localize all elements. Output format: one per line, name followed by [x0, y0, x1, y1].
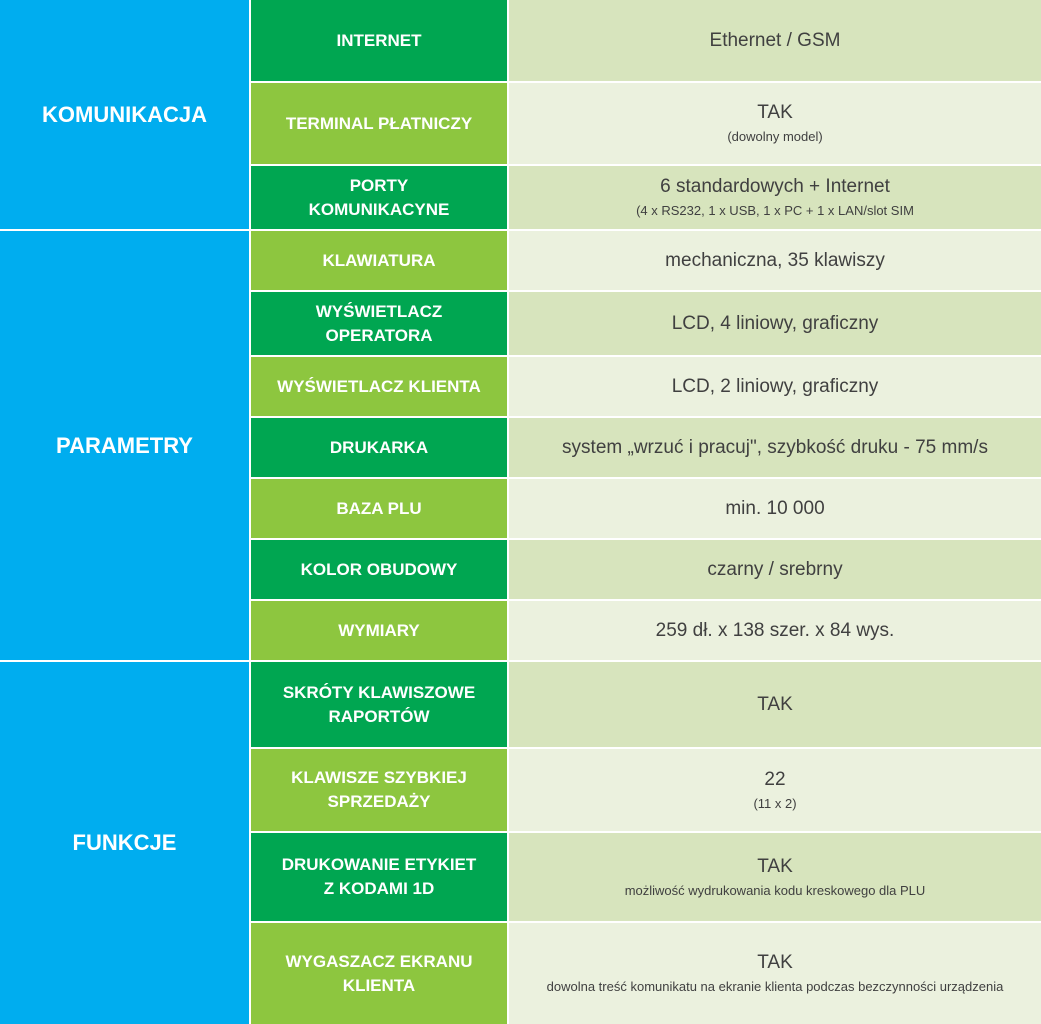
row-label-wymiary: WYMIARY: [251, 601, 507, 660]
value-main: TAK: [757, 855, 793, 877]
row-value-klawisze-szybkiej: 22 (11 x 2): [509, 749, 1041, 831]
row-value-skroty: TAK: [509, 662, 1041, 747]
row-value-terminal: TAK (dowolny model): [509, 83, 1041, 164]
row-value-drukarka: system „wrzuć i pracuj", szybkość druku …: [509, 418, 1041, 477]
row-label-wyswietlacz-klienta: WYŚWIETLACZ KLIENTA: [251, 357, 507, 416]
value-main: 259 dł. x 138 szer. x 84 wys.: [655, 620, 895, 641]
row-label-drukowanie-etykiet: DRUKOWANIE ETYKIET Z KODAMI 1D: [251, 833, 507, 921]
row-value-porty: 6 standardowych + Internet (4 x RS232, 1…: [509, 166, 1041, 229]
value-main: LCD, 2 liniowy, graficzny: [671, 376, 879, 397]
value-main: czarny / srebrny: [707, 559, 843, 580]
row-label-wyswietlacz-operatora: WYŚWIETLACZ OPERATORA: [251, 292, 507, 355]
row-value-wymiary: 259 dł. x 138 szer. x 84 wys.: [509, 601, 1041, 660]
row-label-porty: PORTY KOMUNIKACYNE: [251, 166, 507, 229]
row-label-klawisze-szybkiej: KLAWISZE SZYBKIEJ SPRZEDAŻY: [251, 749, 507, 831]
row-value-wygaszacz: TAK dowolna treść komunikatu na ekranie …: [509, 923, 1041, 1024]
row-value-internet: Ethernet / GSM: [509, 0, 1041, 81]
value-main: 22: [764, 768, 786, 790]
value-main: LCD, 4 liniowy, graficzny: [671, 313, 879, 334]
row-label-baza-plu: BAZA PLU: [251, 479, 507, 538]
value-main: TAK: [757, 694, 793, 715]
value-note: (dowolny model): [727, 129, 823, 144]
row-label-terminal: TERMINAL PŁATNICZY: [251, 83, 507, 164]
row-label-internet: INTERNET: [251, 0, 507, 81]
row-label-wygaszacz: WYGASZACZ EKRANU KLIENTA: [251, 923, 507, 1024]
category-komunikacja: KOMUNIKACJA: [0, 0, 249, 229]
category-funkcje: FUNKCJE: [0, 662, 249, 1024]
value-main: system „wrzuć i pracuj", szybkość druku …: [562, 437, 988, 458]
row-value-drukowanie-etykiet: TAK możliwość wydrukowania kodu kreskowe…: [509, 833, 1041, 921]
row-value-wyswietlacz-operatora: LCD, 4 liniowy, graficzny: [509, 292, 1041, 355]
value-main: mechaniczna, 35 klawiszy: [665, 250, 885, 271]
value-main: TAK: [757, 102, 793, 123]
row-label-drukarka: DRUKARKA: [251, 418, 507, 477]
row-value-klawiatura: mechaniczna, 35 klawiszy: [509, 231, 1041, 290]
value-main: Ethernet / GSM: [709, 30, 841, 51]
category-parametry: PARAMETRY: [0, 231, 249, 660]
row-value-kolor-obudowy: czarny / srebrny: [509, 540, 1041, 599]
value-note: możliwość wydrukowania kodu kreskowego d…: [624, 882, 926, 898]
row-label-klawiatura: KLAWIATURA: [251, 231, 507, 290]
row-value-baza-plu: min. 10 000: [509, 479, 1041, 538]
value-main: TAK: [757, 952, 793, 973]
row-label-skroty: SKRÓTY KLAWISZOWE RAPORTÓW: [251, 662, 507, 747]
value-note: (11 x 2): [753, 795, 797, 811]
value-main: min. 10 000: [725, 498, 825, 519]
value-note: dowolna treść komunikatu na ekranie klie…: [546, 979, 1004, 994]
value-note: (4 x RS232, 1 x USB, 1 x PC + 1 x LAN/sl…: [636, 203, 914, 218]
value-main: 6 standardowych + Internet: [660, 176, 890, 197]
row-label-kolor-obudowy: KOLOR OBUDOWY: [251, 540, 507, 599]
row-value-wyswietlacz-klienta: LCD, 2 liniowy, graficzny: [509, 357, 1041, 416]
